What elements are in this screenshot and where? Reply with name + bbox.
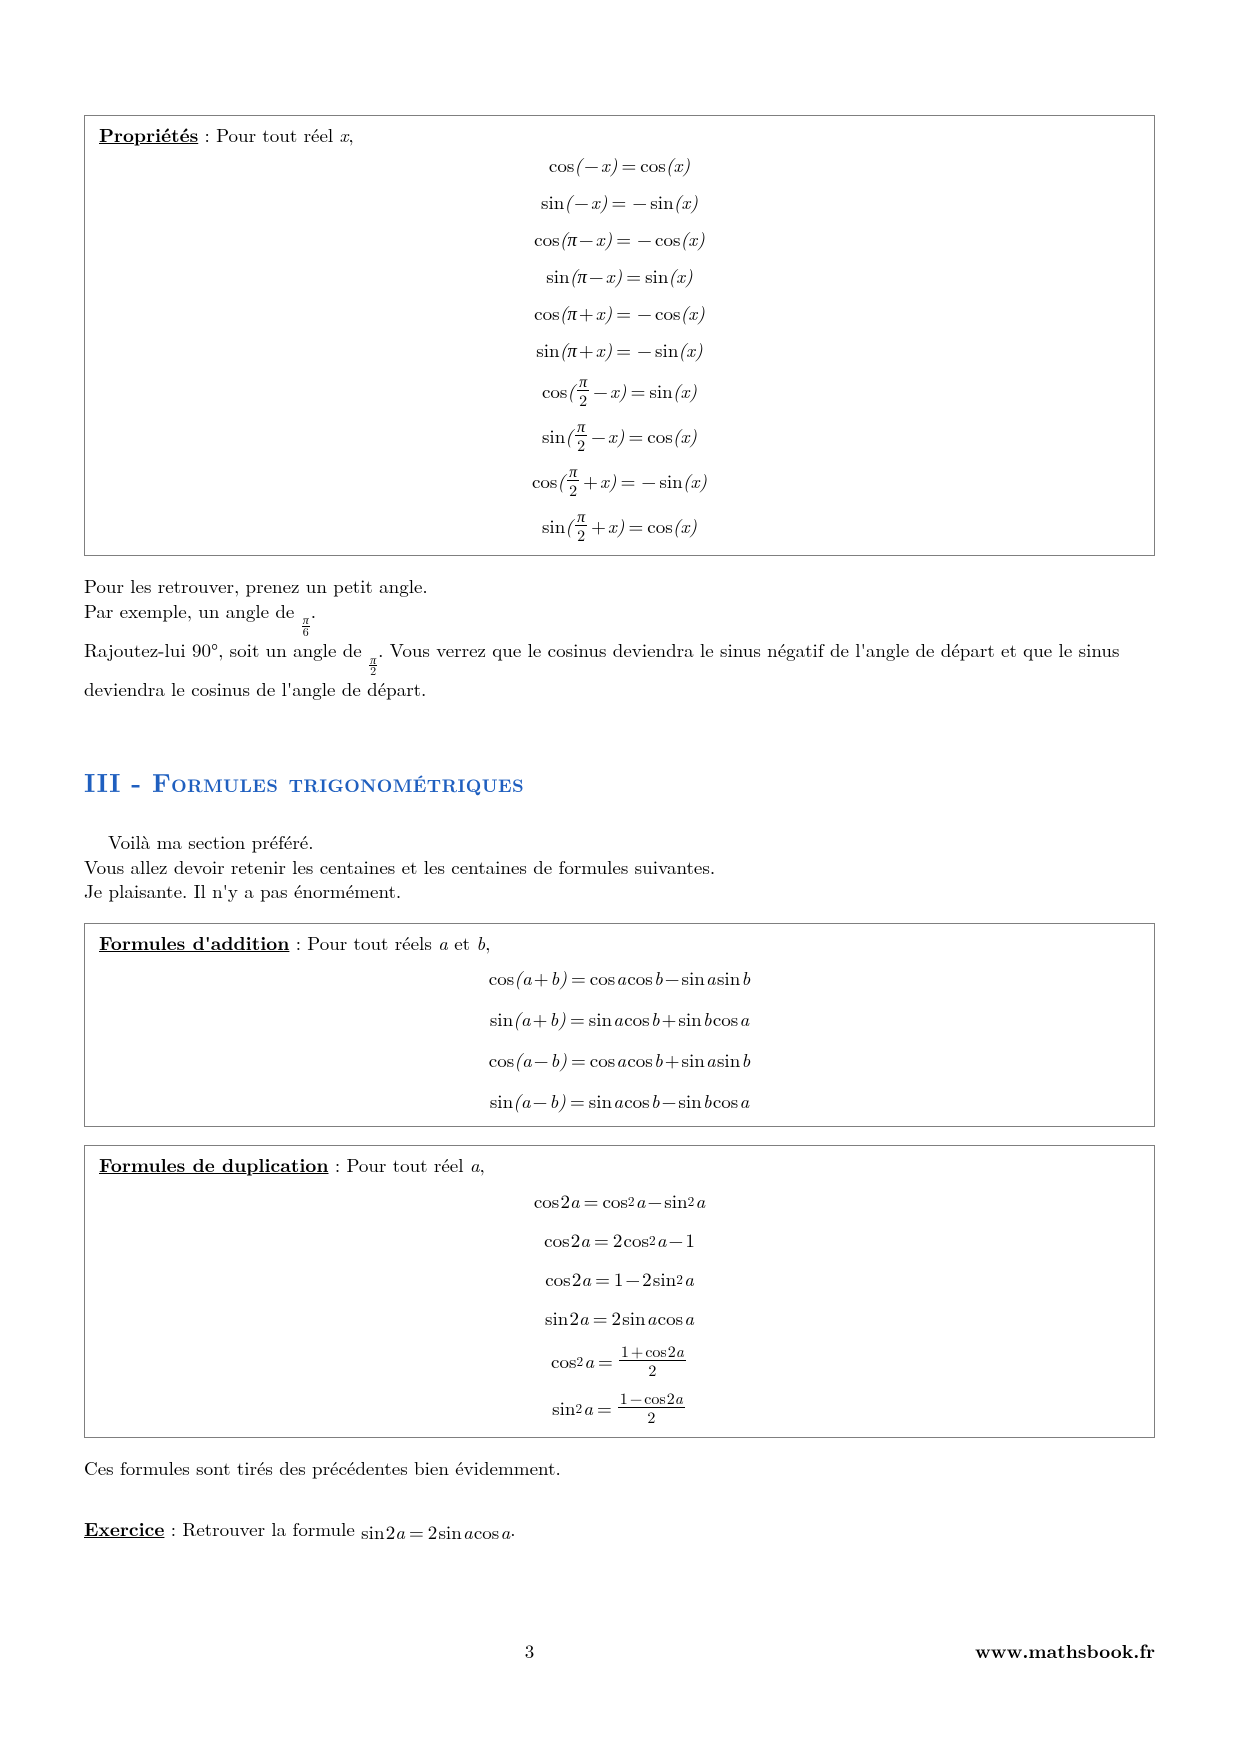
- page-footer: 3 www.mathsbook.fr: [84, 1636, 1155, 1664]
- pi-over-2: π2: [369, 655, 377, 678]
- duplication-box: Formules de duplication : Pour tout réel…: [84, 1145, 1155, 1438]
- eq-cos-pihalf-minus-x: cos(π2−x)=sin(x): [542, 373, 697, 408]
- eq-cos-neg-x: cos(−x)=cos(x): [549, 151, 690, 178]
- properties-lead: Propriétés : Pour tout réel x,: [99, 122, 1140, 147]
- properties-equations: cos(−x)=cos(x) sin(−x)=− sin(x) cos(π−x)…: [99, 151, 1140, 543]
- eq-cos-pi-plus-x: cos(π+x)=− cos(x): [534, 299, 705, 326]
- eq-sin2a-half: sin2 a=1−cos 2a2: [552, 1390, 687, 1425]
- after-props-line2: Par exemple, un angle de π6.: [84, 599, 1155, 638]
- eq-cos-pi-minus-x: cos(π−x)=− cos(x): [534, 225, 705, 252]
- addition-lead: Formules d'addition : Pour tout réels a …: [99, 930, 1140, 955]
- pi-over-6: π6: [302, 615, 310, 638]
- page-number: 3: [84, 1637, 975, 1664]
- sec3-line1: Voilà ma section préféré.: [84, 830, 1155, 854]
- eq-sin-pi-plus-x: sin(π+x)=− sin(x): [536, 336, 703, 363]
- eq-cos-a-plus-b: cos(a+b)=cos a cos b−sin a sin b: [489, 964, 750, 991]
- after-props-line3: Rajoutez-lui 90°, soit un angle de π2. V…: [84, 638, 1155, 702]
- eq-sin-neg-x: sin(−x)=− sin(x): [541, 188, 698, 215]
- site-url: www.mathsbook.fr: [975, 1636, 1155, 1664]
- eq-sin-pi-minus-x: sin(π−x)=sin(x): [546, 262, 693, 289]
- section-3-title: III - Formules trigonométriques: [84, 763, 1155, 800]
- eq-sin2a: sin 2a=2 sin a cos a: [545, 1304, 694, 1331]
- addition-equations: cos(a+b)=cos a cos b−sin a sin b sin(a+b…: [99, 964, 1140, 1114]
- duplication-equations: cos 2a=cos2 a−sin2 a cos 2a=2 cos2 a−1 c…: [99, 1187, 1140, 1425]
- sec3-line2: Vous allez devoir retenir les centaines …: [84, 855, 1155, 879]
- eq-cos2a-3: cos 2a=1−2 sin2 a: [545, 1265, 694, 1292]
- eq-cos2a-half: cos2 a=1+cos 2a2: [551, 1343, 688, 1378]
- eq-cos-pihalf-plus-x: cos(π2+x)=− sin(x): [532, 463, 707, 498]
- addition-label: Formules d'addition: [99, 928, 289, 956]
- properties-box: Propriétés : Pour tout réel x, cos(−x)=c…: [84, 115, 1155, 556]
- properties-label: Propriétés: [99, 120, 198, 148]
- eq-sin-a-plus-b: sin(a+b)=sin a cos b+sin b cos a: [490, 1005, 749, 1032]
- exercise-label: Exercice: [84, 1514, 164, 1542]
- exercise: Exercice : Retrouver la formule sin 2a=2…: [84, 1516, 1155, 1544]
- properties-intro: : Pour tout réel: [198, 121, 339, 148]
- exercise-formula: sin 2a=2 sin a cos a: [361, 1520, 510, 1544]
- after-duplication: Ces formules sont tirés des précédentes …: [84, 1456, 1155, 1480]
- eq-cos2a-2: cos 2a=2 cos2 a−1: [544, 1226, 695, 1253]
- eq-sin-a-minus-b: sin(a−b)=sin a cos b−sin b cos a: [490, 1087, 749, 1114]
- sec3-line3: Je plaisante. Il n'y a pas énormément.: [84, 879, 1155, 903]
- eq-sin-pihalf-minus-x: sin(π2−x)=cos(x): [542, 418, 697, 453]
- eq-cos2a-1: cos 2a=cos2 a−sin2 a: [534, 1187, 705, 1214]
- duplication-lead: Formules de duplication : Pour tout réel…: [99, 1152, 1140, 1177]
- eq-sin-pihalf-plus-x: sin(π2+x)=cos(x): [542, 508, 697, 543]
- eq-cos-a-minus-b: cos(a−b)=cos a cos b+sin a sin b: [489, 1046, 750, 1073]
- addition-box: Formules d'addition : Pour tout réels a …: [84, 923, 1155, 1126]
- duplication-label: Formules de duplication: [99, 1150, 329, 1178]
- after-props-line1: Pour les retrouver, prenez un petit angl…: [84, 574, 1155, 598]
